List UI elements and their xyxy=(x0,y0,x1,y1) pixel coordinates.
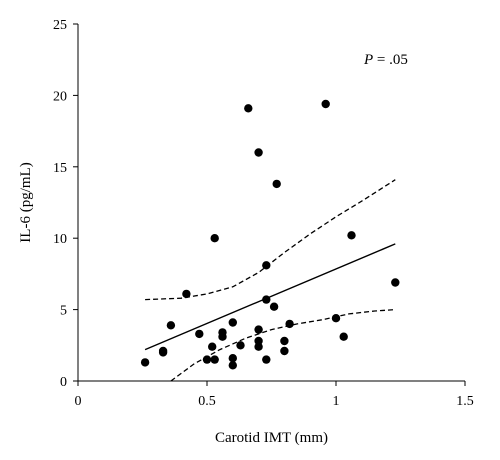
data-point xyxy=(202,355,212,364)
data-point xyxy=(166,321,176,330)
data-point xyxy=(272,179,281,189)
data-point xyxy=(262,355,271,364)
y-tick-label: 25 xyxy=(53,18,67,33)
lower-confidence-band xyxy=(170,308,396,382)
upper-confidence-band xyxy=(145,179,396,301)
data-point xyxy=(244,104,253,113)
x-ticks: 0 0.5 1 1.5 xyxy=(75,381,474,409)
data-point xyxy=(254,342,263,351)
data-point xyxy=(182,289,191,299)
data-point xyxy=(331,314,341,323)
x-tick-label: 1 xyxy=(333,394,340,409)
x-tick-label: 0.5 xyxy=(198,394,216,409)
data-point xyxy=(140,358,150,367)
data-point xyxy=(285,319,294,329)
data-point xyxy=(262,295,271,304)
data-point xyxy=(228,361,237,370)
data-point xyxy=(228,354,237,363)
data-points xyxy=(140,99,400,370)
data-point xyxy=(158,346,168,356)
data-point xyxy=(280,346,289,356)
data-point xyxy=(210,355,219,364)
p-value-annotation: P = .05 xyxy=(363,52,408,68)
y-tick-label: 0 xyxy=(60,375,67,390)
x-tick-label: 0 xyxy=(75,394,82,409)
data-point xyxy=(269,302,279,311)
data-point xyxy=(195,329,204,339)
y-tick-label: 15 xyxy=(53,161,67,176)
data-point xyxy=(280,336,289,346)
data-point xyxy=(218,332,227,341)
y-tick-label: 20 xyxy=(53,89,67,104)
data-point xyxy=(208,342,217,351)
data-point xyxy=(228,318,237,327)
data-point xyxy=(391,278,400,287)
data-point xyxy=(339,332,348,341)
data-point xyxy=(236,341,245,350)
plot-area: 0 0.5 1 1.5 0 5 10 15 20 25 xyxy=(53,18,474,409)
regression-line xyxy=(144,243,396,351)
x-axis-title: Carotid IMT (mm) xyxy=(215,430,328,446)
y-ticks: 0 5 10 15 20 25 xyxy=(53,18,78,390)
y-tick-label: 10 xyxy=(53,232,67,247)
data-point xyxy=(254,325,263,334)
data-point xyxy=(262,261,271,270)
curves xyxy=(144,179,396,382)
y-tick-label: 5 xyxy=(60,304,67,319)
data-point xyxy=(321,99,330,109)
p-value-text: = .05 xyxy=(373,52,408,68)
data-point xyxy=(254,148,263,157)
x-tick-label: 1.5 xyxy=(456,394,474,409)
y-axis-title: IL-6 (pg/mL) xyxy=(18,162,34,242)
p-value-symbol: P xyxy=(363,52,373,68)
data-point xyxy=(347,231,356,240)
data-point xyxy=(210,234,219,243)
